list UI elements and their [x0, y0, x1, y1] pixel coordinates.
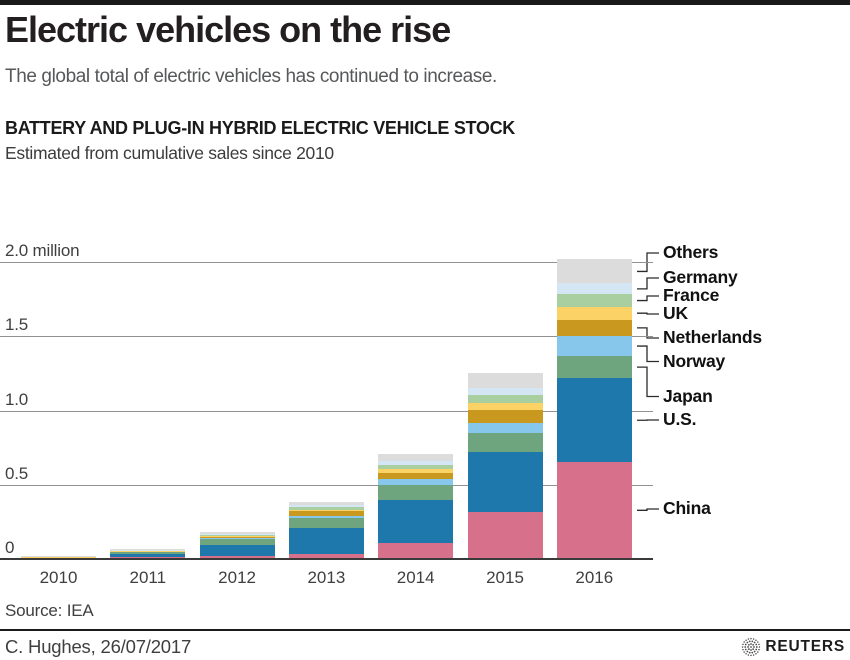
bar-segment-germany [467, 387, 543, 395]
bar-segment-japan [556, 355, 632, 379]
bar-segment-us [378, 499, 454, 543]
bar-segment-japan [110, 551, 186, 555]
bar-segment-others [288, 501, 364, 506]
bar-segment-norway [199, 537, 275, 539]
bar-segment-china [288, 553, 364, 559]
reuters-wordmark: REUTERS [765, 638, 845, 655]
y-axis-tick-label: 1.0 [5, 389, 29, 409]
bar-segment-netherlands [288, 511, 364, 516]
bar-segment-netherlands [556, 319, 632, 337]
x-axis-tick-label: 2010 [39, 568, 78, 587]
bar-segment-uk [199, 535, 275, 537]
bar-segment-netherlands [467, 410, 543, 424]
footer-divider [0, 629, 850, 631]
chart-title: BATTERY AND PLUG-IN HYBRID ELECTRIC VEHI… [5, 118, 515, 138]
page-subtitle: The global total of electric vehicles ha… [5, 66, 497, 87]
bar-segment-france [556, 294, 632, 307]
bar-segment-uk [467, 402, 543, 410]
bar-segment-japan [199, 538, 275, 545]
y-axis-tick-label: 0 [5, 538, 15, 557]
bar-segment-france [378, 464, 454, 470]
bar-segment-us [288, 528, 364, 554]
legend-label-china: China [663, 498, 711, 518]
chart-subtitle: Estimated from cumulative sales since 20… [5, 143, 334, 163]
bar-segment-japan [21, 557, 96, 558]
legend-label-germany: Germany [663, 267, 738, 287]
legend-label-japan: Japan [663, 385, 713, 406]
bar-segment-others [199, 531, 275, 534]
x-axis-tick-label: 2012 [218, 568, 256, 587]
bar-segment-germany [378, 460, 454, 465]
connector-uk [637, 312, 659, 315]
bar-segment-japan [467, 433, 543, 453]
bar-segment-germany [199, 533, 275, 535]
bar-segment-france [467, 394, 543, 403]
bar-segment-uk [288, 510, 364, 512]
y-axis-tick-label: 0.5 [5, 463, 29, 483]
connector-germany [637, 277, 659, 290]
bar-segment-others [467, 373, 543, 388]
gridline [0, 336, 653, 338]
top-accent-bar [0, 0, 850, 5]
bar-segment-china [199, 555, 275, 559]
bar-segment-china [378, 542, 454, 559]
legend-label-uk: UK [663, 303, 688, 323]
bar-segment-us [467, 452, 543, 512]
bar-segment-others [378, 454, 454, 461]
bar-segment-germany [288, 505, 364, 508]
bar-segment-others [110, 548, 186, 551]
bar-segment-us [110, 554, 186, 558]
bar-segment-netherlands [378, 472, 454, 480]
bar-segment-us [21, 557, 96, 559]
connector-norway [637, 345, 659, 363]
bar-segment-japan [378, 484, 454, 500]
connector-france [637, 295, 659, 302]
y-axis-tick-label: 1.5 [5, 315, 29, 335]
legend-label-netherlands: Netherlands [663, 327, 762, 347]
gridline [0, 484, 653, 486]
gridline [0, 262, 653, 263]
connector-japan [637, 366, 659, 398]
bar-segment-us [199, 544, 275, 556]
x-axis-tick-label: 2013 [307, 568, 346, 587]
x-axis-tick-label: 2011 [129, 568, 167, 587]
legend-label-us: U.S. [663, 409, 697, 429]
connector-china [637, 508, 659, 511]
bar-segment-netherlands [199, 536, 275, 538]
bar-segment-china [556, 462, 632, 559]
bar-segment-uk [378, 469, 454, 473]
legend-label-norway: Norway [663, 350, 726, 371]
x-axis-tick-label: 2014 [396, 568, 435, 587]
bar-segment-norway [288, 515, 364, 519]
legend-label-france: France [663, 285, 720, 305]
bar-segment-others [556, 259, 632, 284]
source-attribution: Source: IEA [5, 601, 94, 620]
bar-segment-china [110, 557, 186, 559]
byline: C. Hughes, 26/07/2017 [5, 636, 192, 657]
y-axis-tick-label: 2.0 million [5, 241, 80, 260]
bar-segment-germany [556, 283, 632, 295]
legend-label-others: Others [663, 242, 719, 262]
bar-segment-norway [556, 336, 632, 356]
x-axis-tick-label: 2015 [486, 568, 524, 587]
bar-segment-us [556, 378, 632, 463]
reuters-sphere-icon [742, 637, 761, 657]
bar-segment-norway [467, 423, 543, 434]
x-axis-baseline [0, 558, 653, 560]
bar-segment-norway [378, 479, 454, 485]
bar-segment-france [199, 534, 275, 536]
bar-segment-uk [556, 306, 632, 320]
page-title: Electric vehicles on the rise [5, 9, 451, 50]
x-axis-tick-label: 2016 [575, 568, 614, 587]
bar-segment-france [288, 507, 364, 511]
reuters-logo: REUTERS [741, 637, 845, 657]
bar-segment-japan [288, 518, 364, 529]
gridline [0, 410, 653, 412]
bar-segment-china [467, 512, 543, 559]
